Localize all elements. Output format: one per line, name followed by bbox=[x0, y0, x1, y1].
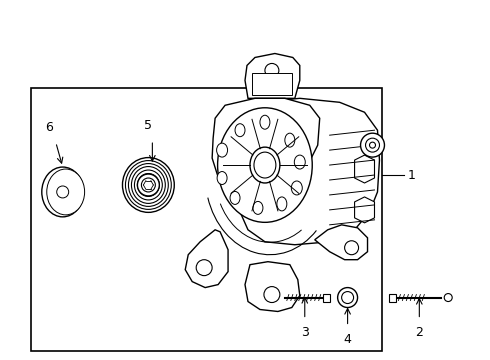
Polygon shape bbox=[238, 98, 379, 245]
Ellipse shape bbox=[253, 201, 263, 214]
Circle shape bbox=[137, 174, 159, 196]
Ellipse shape bbox=[217, 143, 227, 157]
Ellipse shape bbox=[128, 163, 168, 206]
Circle shape bbox=[366, 138, 379, 152]
Ellipse shape bbox=[292, 181, 302, 195]
Ellipse shape bbox=[285, 133, 295, 147]
Ellipse shape bbox=[235, 124, 245, 137]
Ellipse shape bbox=[260, 115, 270, 129]
Circle shape bbox=[369, 142, 375, 148]
Bar bbox=[323, 293, 330, 302]
Text: 6: 6 bbox=[45, 121, 53, 134]
Ellipse shape bbox=[342, 292, 354, 303]
Circle shape bbox=[444, 293, 452, 302]
Circle shape bbox=[142, 178, 155, 192]
Polygon shape bbox=[212, 98, 319, 196]
Bar bbox=[31, 88, 383, 351]
Circle shape bbox=[344, 241, 359, 255]
Ellipse shape bbox=[134, 170, 162, 200]
Ellipse shape bbox=[230, 192, 240, 204]
Polygon shape bbox=[315, 225, 368, 260]
Ellipse shape bbox=[131, 167, 165, 203]
Ellipse shape bbox=[217, 171, 227, 184]
Ellipse shape bbox=[254, 152, 276, 178]
Polygon shape bbox=[185, 230, 228, 288]
Bar bbox=[252, 73, 292, 95]
Text: 4: 4 bbox=[343, 333, 351, 346]
Polygon shape bbox=[355, 155, 374, 183]
Ellipse shape bbox=[137, 174, 159, 197]
Ellipse shape bbox=[218, 108, 312, 222]
Circle shape bbox=[264, 287, 280, 302]
Circle shape bbox=[196, 260, 212, 276]
Text: 1: 1 bbox=[407, 168, 415, 181]
Polygon shape bbox=[355, 197, 374, 223]
Polygon shape bbox=[245, 54, 300, 98]
Ellipse shape bbox=[250, 147, 280, 183]
Ellipse shape bbox=[125, 161, 172, 210]
Ellipse shape bbox=[277, 197, 287, 211]
Ellipse shape bbox=[294, 155, 305, 169]
Polygon shape bbox=[245, 262, 300, 311]
Text: 2: 2 bbox=[416, 327, 423, 339]
Circle shape bbox=[361, 133, 385, 157]
Ellipse shape bbox=[122, 158, 174, 212]
Text: 3: 3 bbox=[301, 327, 309, 339]
Circle shape bbox=[265, 63, 279, 77]
Bar bbox=[390, 293, 396, 302]
Ellipse shape bbox=[42, 167, 84, 217]
Ellipse shape bbox=[47, 169, 85, 215]
Ellipse shape bbox=[338, 288, 358, 307]
Text: 5: 5 bbox=[145, 119, 152, 132]
Circle shape bbox=[57, 186, 69, 198]
